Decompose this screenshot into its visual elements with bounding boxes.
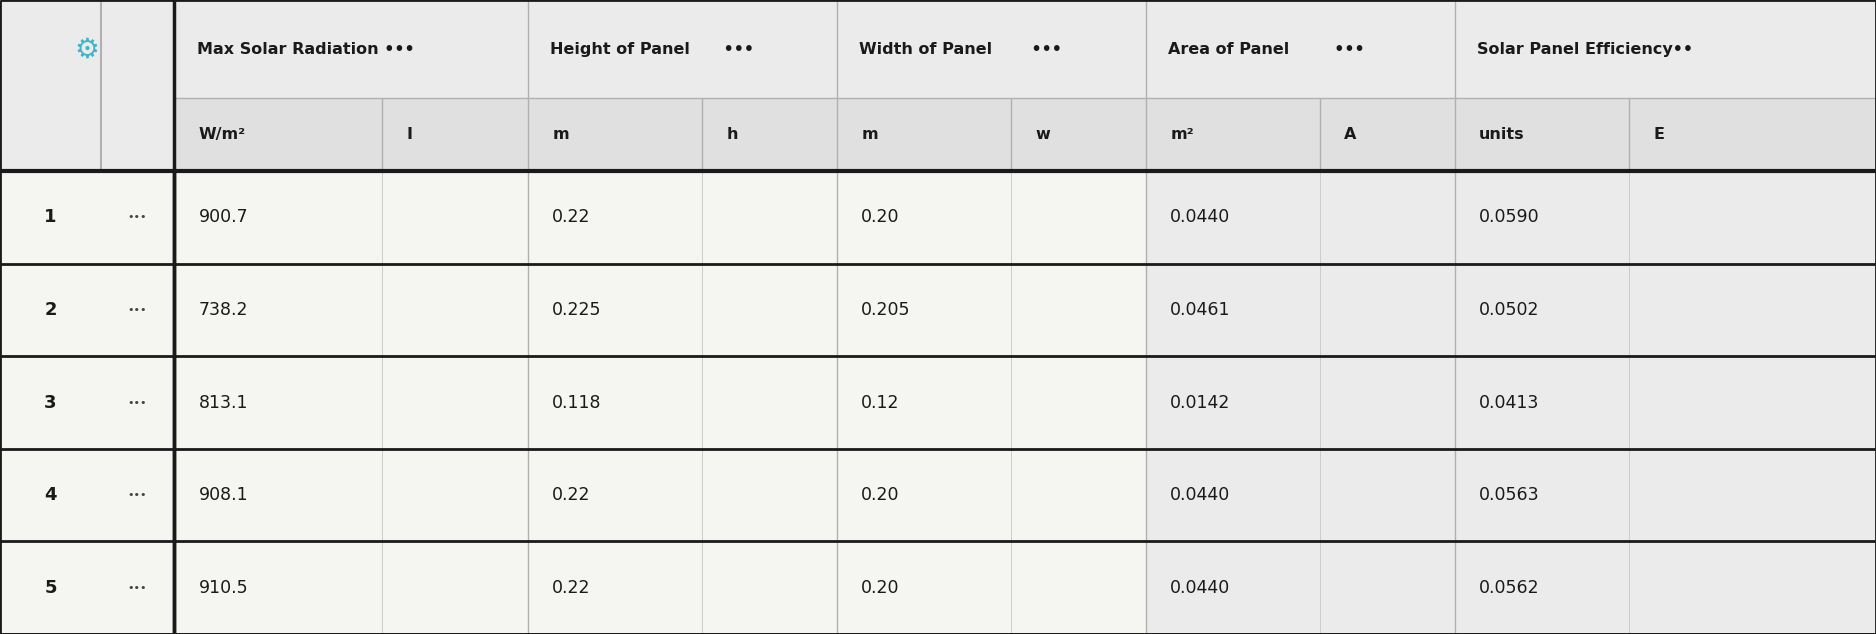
Text: 0.0502: 0.0502: [1478, 301, 1540, 319]
Bar: [1321, 98, 1454, 171]
Text: 0.0440: 0.0440: [1171, 209, 1231, 226]
Bar: [1454, 0, 1876, 98]
Bar: [0, 356, 1146, 449]
Bar: [0, 0, 174, 171]
Text: E: E: [1653, 127, 1664, 142]
Text: 0.20: 0.20: [861, 486, 900, 504]
Bar: [1146, 264, 1876, 356]
Text: 0.20: 0.20: [861, 579, 900, 597]
Bar: [1146, 98, 1321, 171]
Text: 0.225: 0.225: [552, 301, 602, 319]
Text: W/m²: W/m²: [199, 127, 246, 142]
Text: Height of Panel      •••: Height of Panel •••: [550, 42, 754, 56]
Text: 0.20: 0.20: [861, 209, 900, 226]
Text: ⚙: ⚙: [75, 35, 99, 63]
Bar: [837, 0, 1146, 98]
Bar: [527, 0, 837, 98]
Bar: [837, 98, 1011, 171]
Bar: [702, 98, 837, 171]
Text: •••: •••: [128, 490, 148, 500]
Bar: [0, 171, 1146, 264]
Text: •••: •••: [128, 583, 148, 593]
Text: 0.0440: 0.0440: [1171, 579, 1231, 597]
Text: 738.2: 738.2: [199, 301, 248, 319]
Bar: [0, 449, 1146, 541]
Text: 0.0590: 0.0590: [1478, 209, 1540, 226]
Text: •••: •••: [128, 305, 148, 315]
Text: m: m: [861, 127, 878, 142]
Text: 0.22: 0.22: [552, 579, 591, 597]
Bar: [527, 98, 702, 171]
Bar: [383, 98, 527, 171]
Text: •••: •••: [128, 212, 148, 223]
Text: 0.0413: 0.0413: [1478, 394, 1540, 411]
Text: Area of Panel        •••: Area of Panel •••: [1169, 42, 1366, 56]
Bar: [174, 0, 527, 98]
Text: A: A: [1345, 127, 1356, 142]
Text: 0.22: 0.22: [552, 209, 591, 226]
Text: w: w: [1036, 127, 1051, 142]
Text: 0.118: 0.118: [552, 394, 602, 411]
Text: Max Solar Radiation •••: Max Solar Radiation •••: [197, 42, 415, 56]
Bar: [1454, 98, 1628, 171]
Bar: [1628, 98, 1876, 171]
Text: 2: 2: [45, 301, 56, 319]
Bar: [174, 98, 383, 171]
Bar: [1146, 449, 1876, 541]
Text: 813.1: 813.1: [199, 394, 248, 411]
Text: 910.5: 910.5: [199, 579, 248, 597]
Text: 0.0562: 0.0562: [1478, 579, 1540, 597]
Text: 0.12: 0.12: [861, 394, 900, 411]
Text: 908.1: 908.1: [199, 486, 248, 504]
Bar: [1146, 171, 1876, 264]
Text: 1: 1: [45, 209, 56, 226]
Bar: [1146, 356, 1876, 449]
Text: 0.0440: 0.0440: [1171, 486, 1231, 504]
Text: 0.22: 0.22: [552, 486, 591, 504]
Bar: [1146, 0, 1454, 98]
Bar: [0, 264, 1146, 356]
Bar: [1011, 98, 1146, 171]
Bar: [0, 541, 1146, 634]
Text: 0.0461: 0.0461: [1171, 301, 1231, 319]
Text: Solar Panel Efficiency••: Solar Panel Efficiency••: [1476, 42, 1694, 56]
Text: units: units: [1478, 127, 1525, 142]
Text: 0.205: 0.205: [861, 301, 910, 319]
Text: 5: 5: [45, 579, 56, 597]
Text: 900.7: 900.7: [199, 209, 248, 226]
Text: m²: m²: [1171, 127, 1193, 142]
Text: I: I: [407, 127, 413, 142]
Text: 0.0142: 0.0142: [1171, 394, 1231, 411]
Text: h: h: [726, 127, 737, 142]
Text: •••: •••: [128, 398, 148, 408]
Bar: [1146, 541, 1876, 634]
Text: 4: 4: [45, 486, 56, 504]
Text: m: m: [552, 127, 568, 142]
Text: 3: 3: [45, 394, 56, 411]
Text: 0.0563: 0.0563: [1478, 486, 1540, 504]
Text: Width of Panel       •••: Width of Panel •••: [859, 42, 1062, 56]
